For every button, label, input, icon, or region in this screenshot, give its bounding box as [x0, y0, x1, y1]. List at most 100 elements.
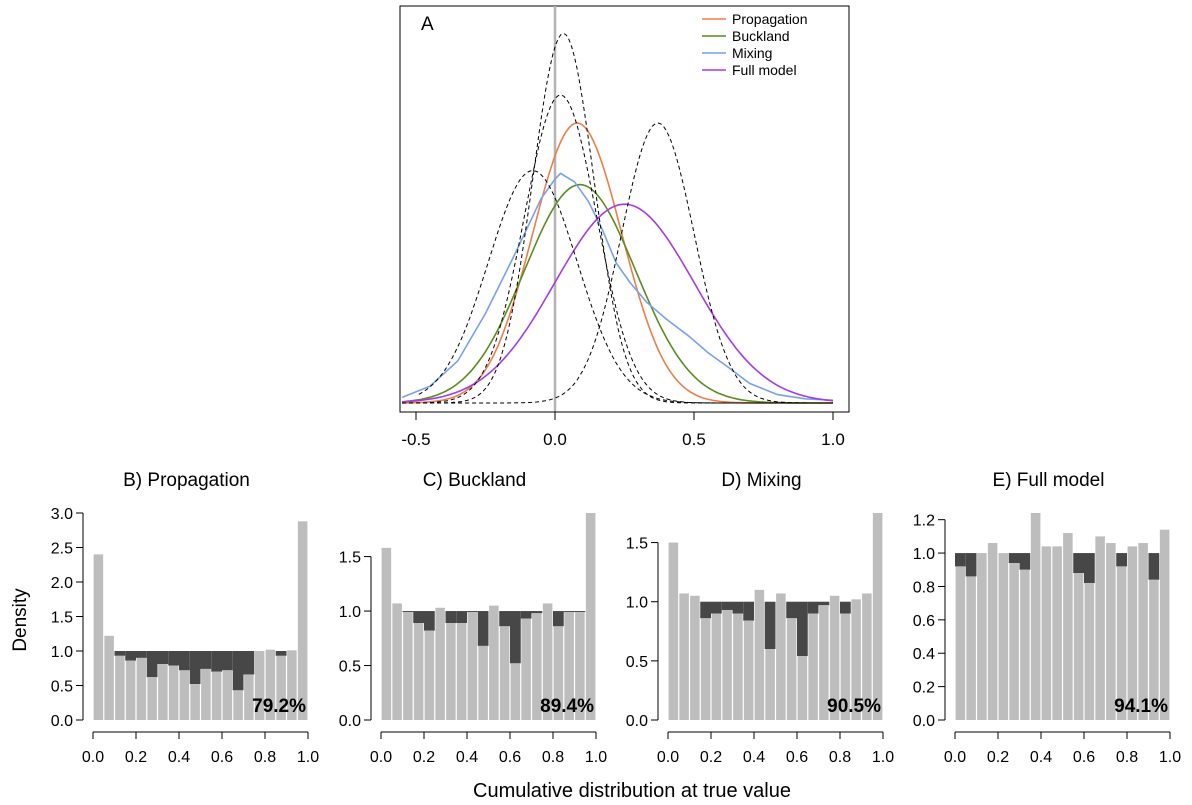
x-tick-label: 0.6: [1073, 749, 1095, 766]
deficit-bar: [1084, 553, 1095, 584]
histogram-bar: [700, 618, 711, 720]
histogram-bar: [1084, 583, 1095, 720]
histogram-bar: [499, 626, 510, 720]
y-tick-label: 0.5: [626, 654, 648, 671]
legend-entry: Mixing: [732, 45, 772, 61]
x-tick-label: 0.2: [125, 749, 147, 766]
histogram-bar: [478, 645, 488, 720]
y-tick-label: 0.4: [913, 646, 935, 663]
histogram-bar: [211, 671, 222, 720]
histogram-bar: [711, 613, 722, 720]
histogram-bar: [510, 663, 521, 720]
deficit-bar: [840, 601, 851, 614]
histogram-bar: [456, 623, 467, 720]
histogram-bar: [413, 623, 424, 720]
panel-title: D) Mixing: [721, 470, 801, 491]
panel-title: B) Propagation: [123, 470, 250, 491]
y-tick-label: 1.5: [626, 536, 648, 553]
histogram-bar: [147, 677, 157, 720]
x-tick-label: -0.5: [401, 430, 430, 449]
histogram-bar: [754, 589, 765, 720]
histogram-bar: [668, 542, 679, 720]
series-line-propagation: [402, 122, 833, 404]
deficit-bar: [807, 601, 819, 614]
deficit-bar: [413, 611, 424, 624]
histogram-bar: [1009, 563, 1019, 720]
histogram-bar: [1127, 546, 1138, 720]
histogram-bar: [776, 593, 786, 720]
deficit-bar: [553, 611, 564, 627]
y-tick-label: 0.0: [626, 713, 648, 730]
coverage-annotation: 89.4%: [540, 696, 594, 717]
deficit-bar: [402, 611, 414, 613]
histogram-bar: [381, 547, 392, 720]
histogram-bar: [553, 626, 564, 720]
histogram-bar: [690, 595, 700, 720]
deficit-bar: [965, 553, 977, 577]
deficit-bar: [146, 651, 158, 678]
deficit-bar: [797, 601, 808, 657]
deficit-bar: [1008, 553, 1020, 564]
y-tick-label: 2.0: [51, 575, 73, 592]
x-tick-label: 0.8: [829, 749, 851, 766]
deficit-bar: [1073, 553, 1084, 574]
series-line-mixing: [401, 172, 834, 401]
deficit-bar: [818, 601, 830, 606]
x-tick-label: 0.8: [1116, 749, 1138, 766]
histogram-bar: [265, 649, 276, 720]
deficit-bar: [531, 611, 543, 614]
x-tick-label: 0.0: [82, 749, 104, 766]
histogram-bar: [585, 513, 596, 720]
deficit-bar: [1019, 553, 1031, 570]
deficit-bar: [275, 651, 287, 656]
y-tick-label: 0.2: [913, 680, 935, 697]
deficit-bar: [200, 651, 212, 669]
y-tick-label: 1.2: [913, 513, 935, 530]
histogram-bar: [1116, 566, 1127, 720]
histogram-bar: [1030, 513, 1041, 720]
deficit-bar: [211, 651, 222, 672]
histogram-bar: [297, 521, 308, 720]
histogram-bar: [467, 612, 478, 720]
panel-title: C) Buckland: [423, 470, 527, 491]
deficit-bar: [157, 651, 169, 665]
x-tick-label: 0.0: [543, 430, 567, 449]
deficit-bar: [232, 651, 244, 691]
x-tick-label: 0.4: [1030, 749, 1052, 766]
coverage-annotation: 90.5%: [827, 696, 881, 717]
deficit-bar: [456, 611, 467, 624]
deficit-bar: [168, 651, 179, 666]
dashed-curve: [418, 170, 833, 404]
histogram-bar: [542, 603, 553, 720]
deficit-bar: [510, 611, 521, 664]
histogram-bar: [435, 607, 445, 720]
deficit-bar: [700, 601, 711, 619]
x-tick-label: 1.0: [872, 749, 894, 766]
histogram-bar: [392, 603, 402, 720]
histogram-bar: [829, 595, 840, 720]
deficit-bar: [467, 611, 478, 613]
deficit-bar: [786, 601, 797, 619]
histogram-bar: [136, 657, 147, 720]
histogram-bar: [564, 612, 574, 720]
deficit-bar: [711, 601, 722, 614]
histogram-bar: [93, 554, 104, 720]
histogram-bar: [819, 605, 829, 720]
histogram-bar: [1095, 536, 1105, 720]
panel-title: E) Full model: [993, 470, 1105, 491]
dashed-curve: [402, 122, 833, 404]
histogram-bar: [575, 612, 585, 720]
histogram-bar: [104, 635, 114, 720]
y-tick-label: 1.0: [51, 644, 73, 661]
x-tick-label: 0.4: [168, 749, 190, 766]
x-tick-label: 0.8: [542, 749, 564, 766]
x-tick-label: 1.0: [821, 430, 845, 449]
x-tick-label: 0.8: [254, 749, 276, 766]
deficit-bar: [721, 601, 733, 610]
histogram-bar: [1052, 546, 1062, 720]
histogram-bar: [403, 612, 413, 720]
histogram-bar: [840, 613, 851, 720]
x-tick-label: 0.0: [657, 749, 679, 766]
